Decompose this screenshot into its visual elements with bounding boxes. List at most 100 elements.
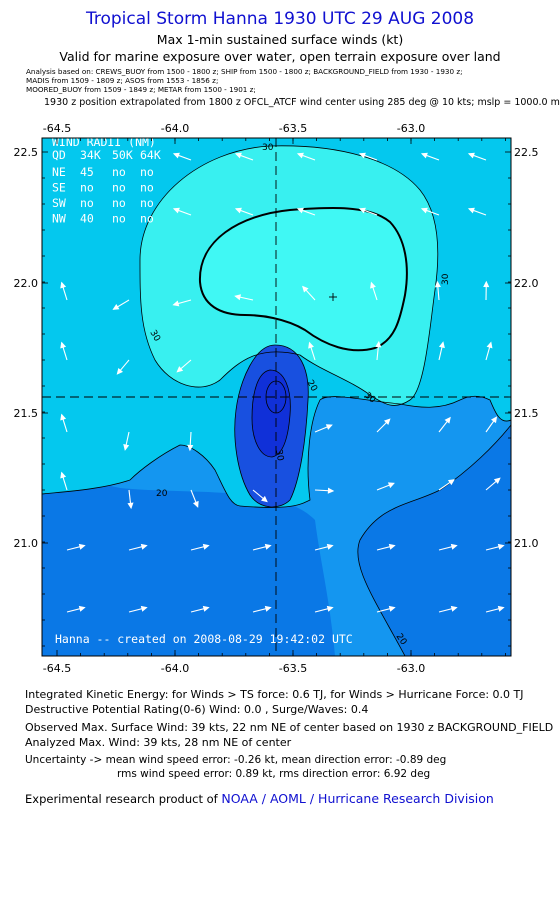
- wind-arrow-head: [78, 605, 86, 612]
- contour-lines: [42, 145, 511, 656]
- wind-arrow-head: [234, 152, 242, 159]
- wind-radii-cell: no: [112, 196, 126, 210]
- wind-arrow-head: [325, 424, 333, 430]
- wind-arrow-head: [358, 207, 366, 214]
- wind-arrow-head: [450, 543, 458, 550]
- analyzed-max-line: Analyzed Max. Wind: 39 kts, 28 nm NE of …: [25, 736, 292, 749]
- wind-arrow-head: [112, 304, 120, 310]
- wind-radii-cell: no: [80, 181, 94, 195]
- wind-arrow-head: [420, 152, 428, 159]
- wind-arrow-head: [497, 605, 505, 612]
- wind-arrow-head: [483, 280, 490, 288]
- wind-arrow-head: [447, 479, 455, 486]
- wind-radii-header-cell: 64K: [140, 148, 161, 162]
- wind-arrow-head: [202, 543, 210, 550]
- max-wind-marker: [329, 293, 337, 301]
- wind-arrow-head: [296, 152, 304, 159]
- uncertainty-line-1: Uncertainty -> mean wind speed error: -0…: [25, 754, 447, 766]
- wind-arrow-head: [388, 543, 396, 550]
- lat-tick-label-right: 22.0: [514, 277, 539, 290]
- lat-tick-label-right: 21.5: [514, 407, 539, 420]
- wind-arrow-head: [140, 605, 148, 612]
- credit-footer: Experimental research product of NOAA / …: [25, 791, 494, 806]
- ike-line: Integrated Kinetic Energy: for Winds > T…: [25, 688, 524, 701]
- analysis-line-2: MADIS from 1509 - 1809 z; ASOS from 1553…: [26, 76, 219, 85]
- plot-frame: [41, 137, 512, 657]
- wind-arrow-head: [234, 294, 242, 301]
- wind-radii-header-cell: 50K: [112, 148, 133, 162]
- lon-tick-label-bottom: -63.5: [279, 662, 307, 675]
- wind-radii-cell: no: [112, 165, 126, 179]
- lon-tick-label-bottom: -64.0: [161, 662, 189, 675]
- wind-arrow-head: [383, 418, 391, 425]
- hrd-link[interactable]: NOAA / AOML / Hurricane Research Divisio…: [221, 791, 494, 806]
- wind-arrow-head: [438, 341, 445, 349]
- wind-arrow-head: [127, 502, 134, 510]
- wind-arrow-head: [78, 543, 86, 550]
- wind-arrow-head: [467, 207, 475, 214]
- wind-arrow-head: [326, 605, 334, 612]
- position-note: 1930 z position extrapolated from 1800 z…: [44, 97, 560, 108]
- wind-arrow-head: [60, 413, 67, 421]
- wind-arrow-head: [60, 471, 67, 479]
- contour-label: 30: [262, 143, 274, 153]
- wind-arrow-head: [60, 341, 67, 349]
- dpr-line: Destructive Potential Rating(0-6) Wind: …: [25, 703, 369, 716]
- wind-vectors: [60, 152, 505, 613]
- wind-radii-header-cell: QD: [52, 148, 66, 162]
- wind-radii-cell: NW: [52, 212, 66, 226]
- wind-arrow-head: [486, 341, 493, 349]
- wind-arrow-head: [296, 207, 304, 214]
- axis-tick-labels: -64.5 -64.5 -64.0 -64.0 -63.5 -63.5 -63.0 -63.0…: [14, 122, 539, 675]
- analysis-line-1: Analysis based on: CREWS_BUOY from 1500 …: [26, 67, 463, 76]
- wind-arrow-head: [434, 280, 441, 288]
- wind-arrow-head: [202, 605, 210, 612]
- lon-tick-label-top: -64.5: [43, 122, 71, 135]
- contour-34kt: [198, 206, 408, 352]
- lon-tick-label-top: -64.0: [161, 122, 189, 135]
- valid-note: Valid for marine exposure over water, op…: [59, 49, 501, 64]
- contour-label: 30: [441, 273, 451, 285]
- wind-arrow-head: [192, 500, 199, 508]
- wind-arrow-head: [60, 281, 67, 289]
- wind-arrow-head: [326, 543, 334, 550]
- lat-tick-label-right: 22.5: [514, 146, 539, 159]
- wind-radii-cell: no: [80, 196, 94, 210]
- observed-max-line: Observed Max. Surface Wind: 39 kts, 22 n…: [25, 721, 554, 734]
- contour-label: 20: [156, 489, 168, 499]
- wind-arrow-head: [490, 416, 498, 424]
- wind-radii-title: WIND RADII (NM): [52, 135, 156, 149]
- wind-arrow-head: [172, 207, 180, 214]
- lat-tick-label-right: 21.0: [514, 537, 539, 550]
- wind-radii-cell: SW: [52, 196, 66, 210]
- wind-arrow-head: [497, 543, 505, 550]
- wind-radii-header-cell: 34K: [80, 148, 101, 162]
- wind-radii-cell: no: [140, 181, 154, 195]
- wind-arrow-head: [176, 366, 184, 373]
- wind-map: 30 30 30 30 20 20 20 30 WIND RADII (NM) …: [14, 122, 539, 675]
- wind-radii-cell: no: [112, 181, 126, 195]
- credit-line: Hanna -- created on 2008-08-29 19:42:02 …: [55, 632, 353, 646]
- wind-radii-cell: no: [140, 212, 154, 226]
- wind-radii-cell: no: [140, 165, 154, 179]
- lon-tick-label-bottom: -63.0: [397, 662, 425, 675]
- wind-arrow-head: [116, 367, 124, 375]
- wind-arrow-head: [172, 152, 180, 159]
- wind-arrow-head: [308, 341, 314, 349]
- subtitle: Max 1-min sustained surface winds (kt): [156, 32, 404, 47]
- wind-arrow-head: [358, 152, 366, 159]
- contour-label: 30: [273, 449, 285, 462]
- wind-field: 30 30 30 30 20 20 20 30 WIND RADII (NM) …: [42, 135, 511, 656]
- lat-tick-label-left: 22.5: [14, 146, 39, 159]
- wind-radii-cell: 45: [80, 165, 94, 179]
- credit-prefix: Experimental research product of: [25, 792, 218, 806]
- wind-radii-cell: NE: [52, 165, 66, 179]
- wind-arrow-head: [450, 605, 458, 612]
- wind-arrow-head: [375, 340, 382, 348]
- wind-arrow-head: [467, 152, 475, 159]
- lat-tick-label-left: 21.0: [14, 537, 39, 550]
- wind-radii-cell: SE: [52, 181, 66, 195]
- wind-radii-cell: no: [140, 196, 154, 210]
- wind-radii-cell: 40: [80, 212, 94, 226]
